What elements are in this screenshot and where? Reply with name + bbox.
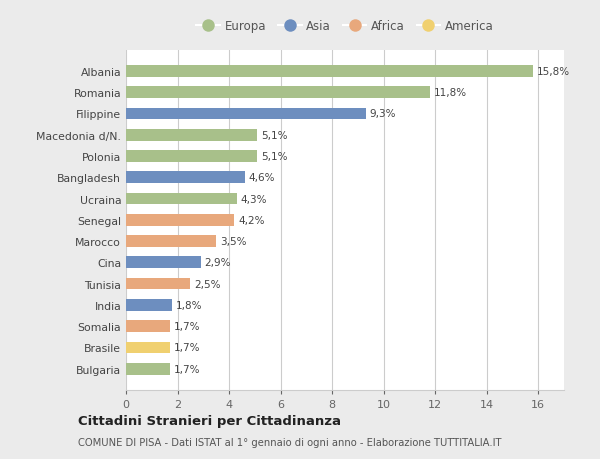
Bar (126, 66, 533, 78)
Text: 4,6%: 4,6% (248, 173, 275, 183)
Text: 5,1%: 5,1% (261, 151, 288, 162)
Bar (126, 320, 170, 332)
Bar (126, 151, 257, 162)
Text: 2,5%: 2,5% (194, 279, 221, 289)
Text: Cittadini Stranieri per Cittadinanza: Cittadini Stranieri per Cittadinanza (78, 414, 341, 428)
Text: 1,7%: 1,7% (173, 364, 200, 374)
Text: 4,2%: 4,2% (238, 215, 265, 225)
Legend: Europa, Asia, Africa, America: Europa, Asia, Africa, America (191, 16, 499, 38)
Bar (126, 172, 245, 184)
Text: 1,7%: 1,7% (173, 343, 200, 353)
Bar (126, 299, 172, 311)
Bar (126, 129, 257, 141)
Text: 5,1%: 5,1% (261, 130, 288, 140)
Text: 2,9%: 2,9% (205, 258, 231, 268)
Text: 4,3%: 4,3% (241, 194, 267, 204)
Bar (126, 363, 170, 375)
Bar (126, 193, 237, 205)
Text: 11,8%: 11,8% (434, 88, 467, 98)
Text: 15,8%: 15,8% (537, 67, 570, 77)
Text: 1,8%: 1,8% (176, 300, 203, 310)
Text: 1,7%: 1,7% (173, 321, 200, 331)
Text: COMUNE DI PISA - Dati ISTAT al 1° gennaio di ogni anno - Elaborazione TUTTITALIA: COMUNE DI PISA - Dati ISTAT al 1° gennai… (78, 437, 502, 447)
Bar (126, 87, 430, 99)
Bar (126, 108, 365, 120)
Text: 3,5%: 3,5% (220, 236, 247, 246)
Bar (126, 214, 234, 226)
Bar (126, 257, 201, 269)
Bar (126, 236, 216, 247)
Text: 9,3%: 9,3% (370, 109, 396, 119)
Bar (126, 342, 170, 353)
Bar (126, 278, 190, 290)
